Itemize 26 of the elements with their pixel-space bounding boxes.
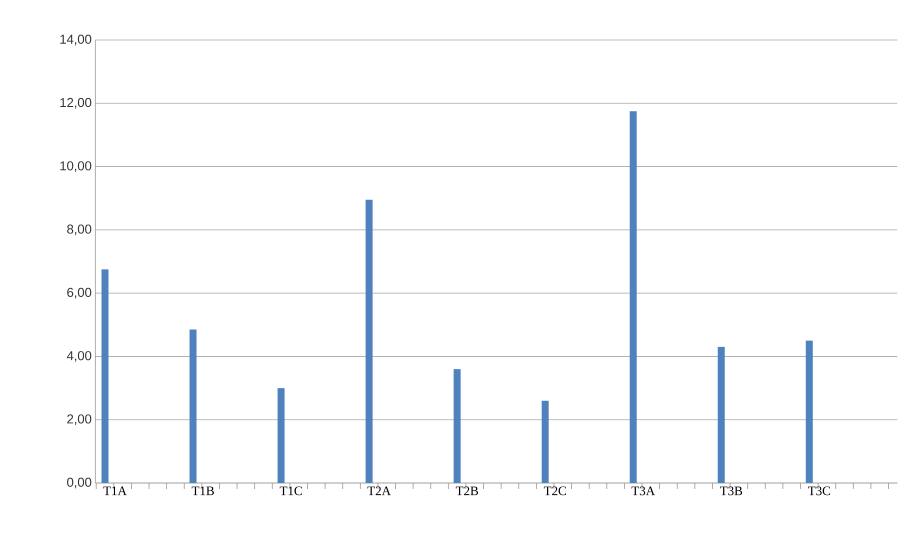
y-tick-label: 4,00: [66, 351, 92, 362]
y-tick-label: 2,00: [67, 414, 92, 426]
x-tick-label: T1C: [280, 486, 302, 496]
bar: [190, 330, 197, 483]
x-tick-label: T2C: [544, 486, 566, 496]
x-tick-label: T2B: [456, 486, 478, 496]
y-tick-label: 14,00: [60, 34, 92, 46]
y-tick-label: 12,00: [60, 98, 92, 109]
y-tick-label: 8,00: [67, 224, 92, 236]
x-tick-label: T2A: [367, 486, 391, 496]
x-tick-label: T1A: [103, 486, 127, 496]
x-tick-label: T3C: [808, 486, 830, 496]
y-tick-label: 0,00: [67, 478, 92, 488]
bar: [542, 400, 549, 483]
x-tick-label: T3A: [632, 486, 655, 496]
bar: [366, 200, 373, 483]
y-tick-label: 6,00: [67, 288, 92, 298]
bar: [630, 111, 637, 483]
bar: [102, 269, 108, 483]
x-tick-label: T1B: [192, 486, 214, 496]
bar: [718, 346, 725, 483]
bar: [454, 369, 461, 483]
bar: [806, 340, 813, 483]
x-tick-label: T3B: [720, 486, 742, 496]
y-tick-label: 10,00: [60, 161, 92, 172]
bar: [278, 388, 285, 483]
